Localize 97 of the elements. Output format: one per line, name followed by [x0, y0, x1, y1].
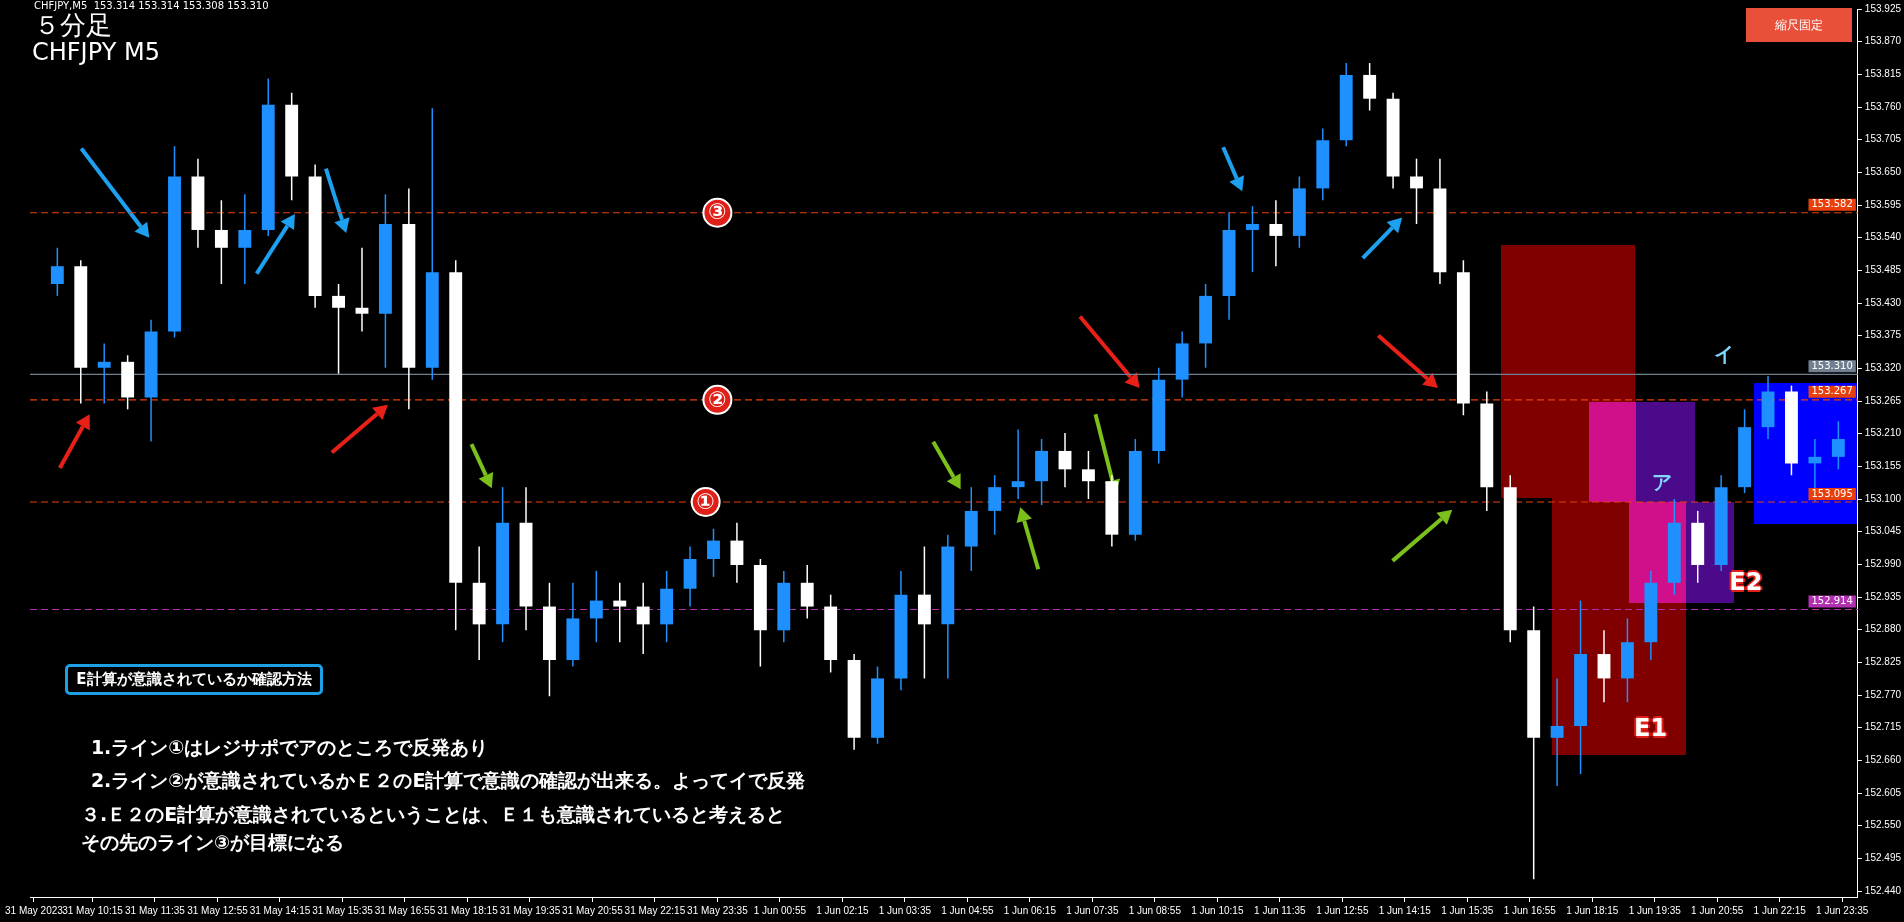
candlestick — [1831, 420, 1845, 471]
x-tick-label: 31 May 23:35 — [687, 904, 749, 916]
y-tick-label: 153.815 — [1864, 68, 1902, 80]
candlestick — [238, 193, 252, 285]
candlestick — [50, 247, 64, 297]
ref-line-label: 152.914 — [1811, 595, 1853, 607]
x-tick-label: 1 Jun 00:55 — [753, 904, 807, 916]
candlestick — [214, 199, 228, 285]
y-tick-label: 152.880 — [1864, 623, 1902, 635]
candlestick — [636, 582, 650, 655]
x-tick-label: 1 Jun 06:15 — [1003, 904, 1057, 916]
x-tick-label: 1 Jun 10:15 — [1191, 904, 1244, 916]
y-tick-label: 153.650 — [1864, 166, 1902, 178]
y-tick-label: 153.100 — [1864, 492, 1902, 504]
x-tick-label: 1 Jun 19:35 — [1628, 904, 1682, 916]
annotation: 1.ライン①はレジサポでアのところで反発あり — [90, 735, 489, 761]
y-tick-label: 152.825 — [1864, 656, 1902, 668]
x-tick-label: 31 May 2023 — [4, 904, 64, 916]
candlestick — [707, 527, 720, 578]
x-tick-label: 1 Jun 15:35 — [1441, 904, 1494, 916]
y-tick-label: 153.320 — [1864, 362, 1902, 374]
x-tick-label: 31 May 19:35 — [499, 904, 561, 916]
y-tick-label: 152.550 — [1864, 819, 1902, 831]
y-tick-label: 153.705 — [1864, 133, 1902, 145]
candlestick — [800, 564, 814, 620]
annotation: ３.Ｅ２のE計算が意識されているということは、Ｅ１も意識されていると考えるとその先のライン③が目標になる — [81, 801, 786, 855]
y-tick-label: 153.430 — [1864, 296, 1902, 308]
annotation: ① — [696, 488, 715, 514]
annotation: E計算が意識されているか確認方法 — [65, 664, 323, 696]
candlestick — [1550, 677, 1564, 787]
x-tick-label: 31 May 12:55 — [187, 904, 249, 916]
x-tick-label: 1 Jun 08:55 — [1128, 904, 1182, 916]
y-tick-label: 152.770 — [1864, 688, 1902, 700]
x-tick-label: 31 May 16:55 — [374, 904, 436, 916]
x-tick-label: 1 Jun 07:35 — [1066, 904, 1119, 916]
y-tick-label: 152.990 — [1864, 558, 1902, 570]
y-tick-label: 153.540 — [1864, 231, 1902, 243]
y-tick-label: 152.605 — [1864, 786, 1902, 798]
candlestick — [1011, 428, 1025, 500]
x-tick-label: 31 May 11:35 — [125, 904, 186, 916]
candlestick — [1363, 62, 1377, 112]
candlestick — [97, 342, 111, 405]
y-tick-label: 153.265 — [1864, 394, 1902, 406]
x-tick-label: 1 Jun 20:55 — [1691, 904, 1744, 916]
x-tick-label: 1 Jun 04:55 — [941, 904, 994, 916]
y-tick-label: 153.210 — [1864, 427, 1902, 439]
annotation: ③ — [708, 199, 727, 225]
annotation: イ — [1714, 340, 1735, 368]
candlestick — [1246, 205, 1259, 273]
annotation: E2 — [1729, 568, 1763, 597]
y-tick-label: 152.495 — [1864, 852, 1902, 864]
ref-line-label: 153.310 — [1811, 359, 1853, 371]
y-tick-label: 153.595 — [1864, 198, 1902, 210]
annotation: CHFJPY,M5 153.314 153.314 153.308 153.310 — [34, 0, 269, 11]
y-tick-label: 153.375 — [1864, 329, 1902, 341]
annotation: 2.ライン②が意識されているかＥ２のE計算で意識の確認が出来る。よってイで反発 — [90, 768, 806, 794]
y-tick-label: 152.660 — [1864, 754, 1902, 766]
x-tick-label: 1 Jun 16:55 — [1503, 904, 1557, 916]
y-tick-label: 153.925 — [1864, 2, 1902, 14]
x-tick-label: 1 Jun 11:35 — [1254, 904, 1307, 916]
x-tick-label: 1 Jun 03:35 — [878, 904, 932, 916]
x-tick-label: 1 Jun 22:15 — [1753, 904, 1807, 916]
candlestick — [613, 582, 627, 643]
x-tick-label: 1 Jun 14:15 — [1378, 904, 1432, 916]
candlestick — [988, 474, 1002, 536]
y-tick-label: 152.935 — [1864, 590, 1902, 602]
x-tick-label: 31 May 15:35 — [312, 904, 374, 916]
annotation: E1 — [1634, 714, 1668, 743]
candlestick — [589, 570, 603, 643]
candlestick — [1269, 199, 1283, 267]
ref-line-label: 153.582 — [1811, 198, 1853, 210]
ref-line-label: 153.095 — [1811, 487, 1853, 499]
button: 縮尺固定 — [1745, 8, 1852, 42]
candlestick — [332, 283, 345, 375]
candlestick — [1081, 450, 1095, 500]
y-tick-label: 152.715 — [1864, 721, 1902, 733]
x-tick-label: 1 Jun 23:35 — [1816, 904, 1869, 916]
x-tick-label: 31 May 22:15 — [624, 904, 686, 916]
annotation: ② — [708, 386, 727, 412]
y-tick-label: 153.045 — [1864, 525, 1902, 537]
y-tick-label: 153.870 — [1864, 35, 1902, 47]
x-tick-label: 31 May 14:15 — [249, 904, 311, 916]
x-tick-label: 1 Jun 02:15 — [816, 904, 869, 916]
x-tick-label: 1 Jun 18:15 — [1566, 904, 1619, 916]
y-tick-label: 153.155 — [1864, 460, 1902, 472]
x-tick-label: 1 Jun 12:55 — [1316, 904, 1369, 916]
x-tick-label: 31 May 18:15 — [437, 904, 499, 916]
candlestick — [1058, 432, 1072, 488]
candlestick — [355, 247, 369, 333]
x-tick-label: 31 May 10:15 — [62, 904, 124, 916]
annotation: ア — [1652, 468, 1673, 496]
candlestick — [1410, 157, 1423, 225]
ref-line-label: 153.267 — [1811, 385, 1853, 397]
x-tick-label: 31 May 20:55 — [562, 904, 624, 916]
y-tick-label: 153.485 — [1864, 264, 1902, 276]
y-tick-label: 153.760 — [1864, 100, 1902, 112]
y-tick-label: 152.440 — [1864, 884, 1902, 896]
